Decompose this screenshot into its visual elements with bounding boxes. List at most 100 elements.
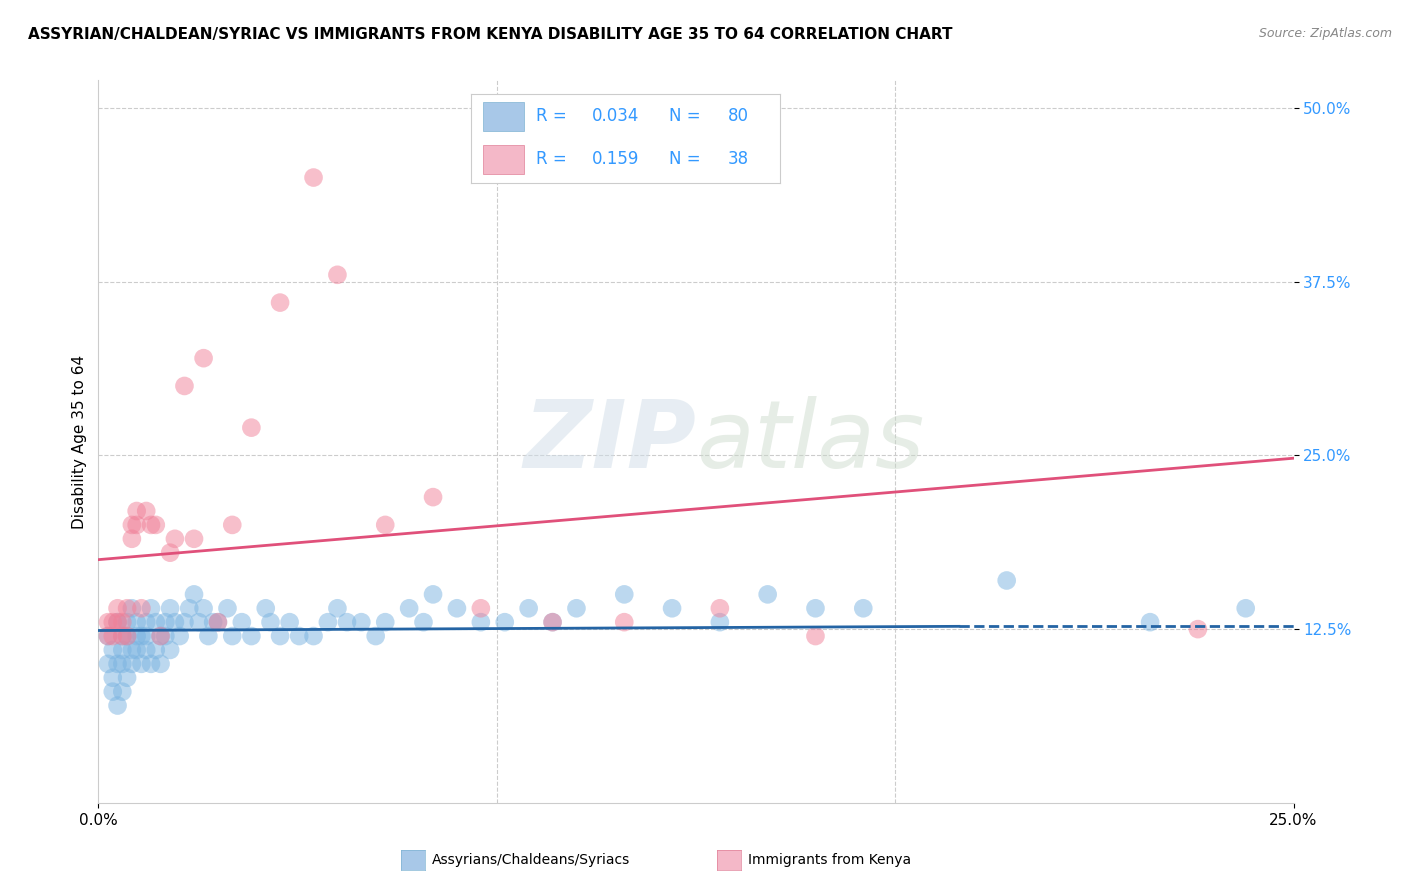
Point xyxy=(111,657,134,671)
Point xyxy=(269,629,291,643)
Point xyxy=(661,601,683,615)
Point xyxy=(852,601,875,615)
Point xyxy=(207,615,229,630)
Point xyxy=(101,671,124,685)
Point xyxy=(149,629,172,643)
Point xyxy=(221,517,243,532)
Point xyxy=(131,657,153,671)
Point xyxy=(326,268,349,282)
Point xyxy=(517,601,540,615)
Point xyxy=(121,643,143,657)
Text: Source: ZipAtlas.com: Source: ZipAtlas.com xyxy=(1258,27,1392,40)
Text: ZIP: ZIP xyxy=(523,395,696,488)
Point xyxy=(326,601,349,615)
Point xyxy=(709,615,731,630)
Text: Immigrants from Kenya: Immigrants from Kenya xyxy=(748,853,911,867)
Point xyxy=(149,657,172,671)
Point xyxy=(111,615,134,630)
Text: R =: R = xyxy=(536,150,578,169)
Y-axis label: Disability Age 35 to 64: Disability Age 35 to 64 xyxy=(72,354,87,529)
Point xyxy=(97,629,120,643)
Point xyxy=(173,379,195,393)
Point xyxy=(115,671,138,685)
Point xyxy=(193,351,215,366)
Point xyxy=(187,615,209,630)
Point xyxy=(135,615,157,630)
Point xyxy=(240,420,263,434)
Point xyxy=(159,546,181,560)
Point xyxy=(217,601,239,615)
Point xyxy=(139,601,162,615)
Point xyxy=(121,601,143,615)
Point xyxy=(995,574,1018,588)
Point xyxy=(111,629,134,643)
Point xyxy=(254,601,277,615)
Point xyxy=(97,615,120,630)
Point xyxy=(111,629,134,643)
Point xyxy=(422,587,444,601)
Point xyxy=(135,629,157,643)
Point xyxy=(97,629,120,643)
Point xyxy=(125,615,148,630)
Text: 80: 80 xyxy=(728,107,749,126)
Point xyxy=(107,615,129,630)
Point xyxy=(101,615,124,630)
Point xyxy=(231,615,253,630)
Point xyxy=(115,629,138,643)
Point xyxy=(541,615,564,630)
Point xyxy=(565,601,588,615)
Point xyxy=(613,615,636,630)
Point xyxy=(111,684,134,698)
Point xyxy=(350,615,373,630)
Point xyxy=(163,615,186,630)
Point xyxy=(121,532,143,546)
Point xyxy=(278,615,301,630)
Point xyxy=(107,601,129,615)
Point xyxy=(145,517,167,532)
Point xyxy=(107,615,129,630)
Point xyxy=(125,643,148,657)
Point xyxy=(135,504,157,518)
Point xyxy=(111,643,134,657)
Point xyxy=(169,629,191,643)
Point xyxy=(364,629,387,643)
Point xyxy=(316,615,339,630)
Point xyxy=(422,490,444,504)
Point xyxy=(709,601,731,615)
Point xyxy=(125,504,148,518)
Point xyxy=(159,601,181,615)
Point xyxy=(139,517,162,532)
Point xyxy=(121,517,143,532)
Point xyxy=(101,643,124,657)
Point xyxy=(412,615,434,630)
Text: 38: 38 xyxy=(728,150,749,169)
Point xyxy=(139,657,162,671)
Point xyxy=(155,615,177,630)
Point xyxy=(302,629,325,643)
Point xyxy=(541,615,564,630)
Point xyxy=(197,629,219,643)
Point xyxy=(804,629,827,643)
Point xyxy=(269,295,291,310)
Text: R =: R = xyxy=(536,107,572,126)
Point xyxy=(145,615,167,630)
Point xyxy=(470,615,492,630)
Point xyxy=(163,532,186,546)
Point xyxy=(756,587,779,601)
Text: atlas: atlas xyxy=(696,396,924,487)
Point xyxy=(374,615,396,630)
Point xyxy=(125,629,148,643)
Point xyxy=(446,601,468,615)
Point xyxy=(240,629,263,643)
Point xyxy=(107,657,129,671)
Point xyxy=(336,615,359,630)
Point xyxy=(202,615,225,630)
Point xyxy=(470,601,492,615)
Point xyxy=(207,615,229,630)
Point xyxy=(173,615,195,630)
Point xyxy=(259,615,281,630)
Point xyxy=(1139,615,1161,630)
Point xyxy=(398,601,420,615)
Point xyxy=(1234,601,1257,615)
Point xyxy=(374,517,396,532)
